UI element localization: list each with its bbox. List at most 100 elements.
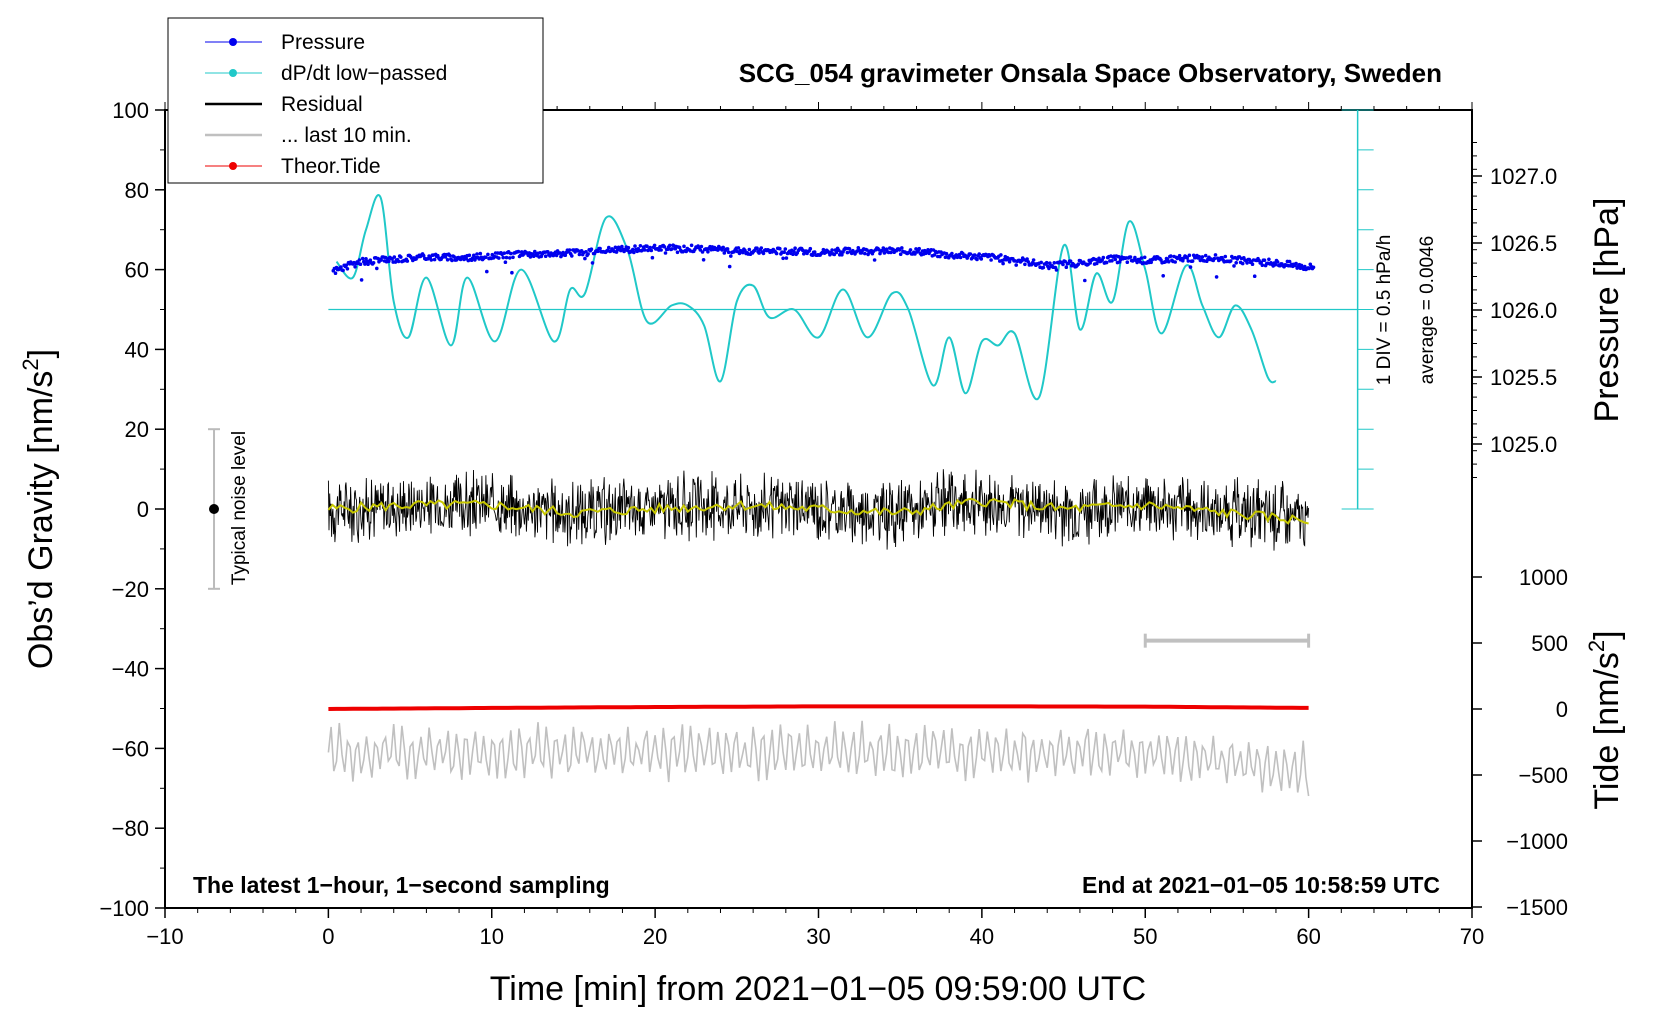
pressure-point — [1052, 261, 1057, 265]
legend-marker — [229, 162, 237, 170]
x-axis-title: Time [min] from 2021−01−05 09:59:00 UTC — [490, 970, 1146, 1008]
x-tick-label: 50 — [1133, 924, 1157, 949]
y-tick-label: 80 — [125, 178, 149, 203]
pressure-point — [884, 247, 889, 251]
pressure-point — [727, 264, 732, 269]
y-axis-left-title-close: ] — [22, 349, 60, 358]
pressure-point — [645, 244, 649, 248]
pressure-point — [405, 259, 410, 263]
pressure-point — [1311, 265, 1316, 270]
pressure-point — [511, 255, 515, 260]
pressure-point — [725, 247, 730, 251]
y-tick-label: 40 — [125, 337, 149, 362]
residual-line — [327, 469, 1310, 551]
pressure-point — [596, 249, 600, 254]
pressure-point — [729, 254, 733, 258]
pressure-point — [577, 252, 582, 257]
tide-tick-label: −500 — [1518, 763, 1568, 788]
pressure-point — [882, 251, 887, 255]
pressure-point — [353, 265, 357, 269]
pressure-point — [631, 247, 635, 252]
pressure-point — [1142, 255, 1147, 260]
legend: Pressure dP/dt low−passed Residual ... last… — [205, 31, 447, 178]
y-tick-label: 60 — [125, 258, 149, 283]
y-tick-labels: 100 80 60 40 20 0 −20 −40 −60 −80 −100 — [99, 98, 149, 921]
pressure-point — [1063, 259, 1067, 264]
pressure-tick-label: 1026.0 — [1490, 298, 1557, 323]
pressure-point — [589, 247, 594, 251]
pressure-point — [563, 253, 568, 257]
pressure-point — [865, 248, 869, 252]
pressure-point — [1188, 265, 1193, 269]
pressure-point — [999, 253, 1003, 257]
pressure-point — [1139, 256, 1144, 260]
pressure-point — [1173, 260, 1177, 264]
pressure-point — [1245, 261, 1249, 265]
pressure-point — [973, 253, 977, 257]
pressure-point — [950, 251, 954, 256]
pressure-point — [632, 250, 636, 255]
tide-tick-label: 500 — [1531, 631, 1568, 656]
pressure-point — [1213, 253, 1218, 257]
pressure-point — [486, 252, 490, 257]
pressure-point — [1200, 255, 1205, 259]
pressure-point — [810, 253, 815, 257]
pressure-point — [1169, 254, 1173, 258]
pressure-point — [898, 252, 903, 256]
pressure-point — [700, 250, 705, 254]
pressure-point — [670, 247, 674, 251]
pressure-point — [932, 253, 937, 257]
pressure-point — [510, 270, 514, 275]
pressure-point — [452, 255, 457, 259]
tide-tick-label: −1500 — [1506, 895, 1568, 920]
pressure-point — [1041, 265, 1046, 270]
pressure-point — [1267, 257, 1271, 262]
pressure-point — [1187, 253, 1192, 258]
sampling-note: The latest 1−hour, 1−second sampling — [193, 872, 610, 898]
pressure-point — [701, 258, 706, 262]
pressure-point — [1101, 255, 1106, 260]
pressure-point — [793, 246, 797, 250]
pressure-point — [649, 248, 654, 253]
x-tick-labels: −10 0 10 20 30 40 50 60 70 — [146, 924, 1484, 949]
pressure-point — [1001, 261, 1005, 266]
pressure-point — [379, 258, 384, 262]
y-tick-label: −80 — [112, 816, 149, 841]
pressure-point — [1061, 262, 1065, 267]
pressure-tick-label: 1027.0 — [1490, 164, 1557, 189]
tide-axis-title-main: Tide [nm/s — [1588, 652, 1626, 809]
end-time-note: End at 2021−01−05 10:58:59 UTC — [1082, 872, 1440, 898]
pressure-point — [1294, 261, 1298, 266]
pressure-point — [399, 255, 403, 259]
pressure-point — [357, 258, 362, 262]
pressure-point — [633, 244, 637, 248]
tide-tick-label: −1000 — [1506, 829, 1568, 854]
y-tick-label: −20 — [112, 577, 149, 602]
pressure-point — [682, 244, 686, 249]
series-layer — [327, 194, 1316, 797]
pressure-point — [598, 246, 602, 251]
pressure-point — [821, 247, 826, 252]
pressure-point — [1185, 256, 1189, 260]
pressure-point — [1273, 262, 1278, 267]
pressure-point — [358, 262, 363, 267]
pressure-tick-label: 1025.0 — [1490, 432, 1557, 457]
pressure-point — [830, 248, 834, 252]
pressure-tick-label: 1026.5 — [1490, 231, 1557, 256]
pressure-point — [467, 253, 472, 258]
pressure-point — [1240, 261, 1245, 266]
dpdt-scale-label: 1 DIV = 0.5 hPa/h — [1374, 235, 1395, 386]
x-tick-label: 60 — [1296, 924, 1320, 949]
pressure-point — [333, 271, 338, 276]
pressure-point — [484, 255, 488, 260]
pressure-point — [360, 256, 365, 261]
pressure-point — [567, 248, 572, 252]
pressure-point — [507, 256, 512, 260]
pressure-point — [607, 245, 611, 250]
residual-smoothed-line — [327, 497, 1309, 525]
x-tick-label: 20 — [643, 924, 667, 949]
x-tick-label: 10 — [480, 924, 504, 949]
pressure-point — [1064, 265, 1069, 270]
pressure-point — [1023, 262, 1027, 267]
